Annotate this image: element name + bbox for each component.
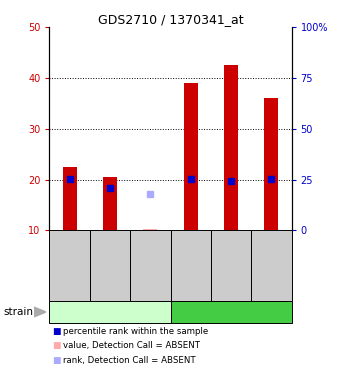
Text: ■: ■ — [52, 356, 60, 365]
Text: rank, Detection Call = ABSENT: rank, Detection Call = ABSENT — [63, 356, 196, 365]
Text: percentile rank within the sample: percentile rank within the sample — [63, 327, 208, 336]
Text: Dahl: Dahl — [219, 307, 243, 317]
Text: GSM108326: GSM108326 — [105, 240, 115, 292]
Bar — [224, 65, 238, 230]
Bar — [264, 98, 279, 230]
Text: GDS2710 / 1370341_at: GDS2710 / 1370341_at — [98, 13, 243, 26]
Text: strain: strain — [3, 307, 33, 317]
Text: ■: ■ — [52, 312, 60, 321]
Text: GSM108329: GSM108329 — [226, 240, 236, 292]
Text: count: count — [63, 312, 87, 321]
Text: control: control — [92, 307, 128, 317]
Text: ■: ■ — [52, 341, 60, 351]
Bar — [183, 83, 198, 230]
Text: GSM108325: GSM108325 — [65, 240, 74, 292]
Text: GSM108330: GSM108330 — [267, 240, 276, 292]
Text: GSM108327: GSM108327 — [146, 240, 155, 292]
Bar — [62, 167, 77, 230]
Bar — [103, 177, 117, 230]
Text: ■: ■ — [52, 327, 60, 336]
Bar — [143, 229, 158, 230]
Text: value, Detection Call = ABSENT: value, Detection Call = ABSENT — [63, 341, 200, 351]
Polygon shape — [34, 307, 46, 317]
Text: GSM108328: GSM108328 — [186, 240, 195, 292]
